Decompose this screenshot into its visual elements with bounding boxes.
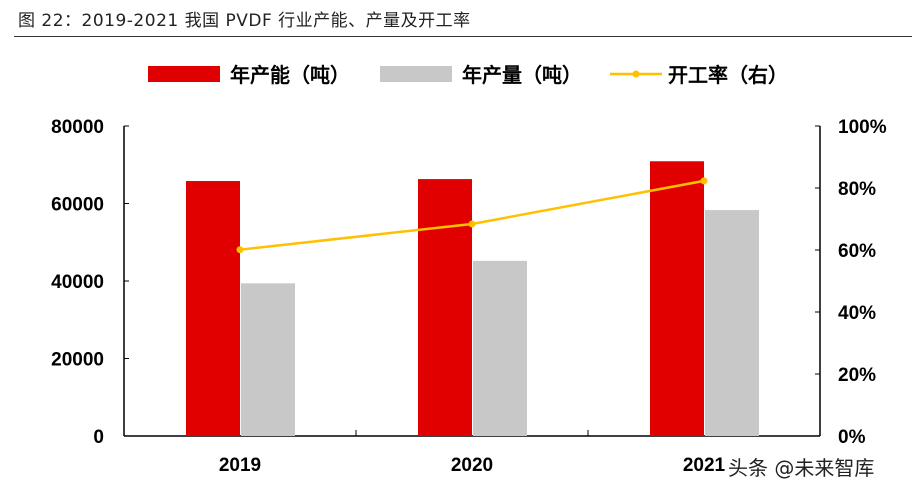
right-tick-label: 60% (838, 241, 876, 262)
utilization-point-2019 (236, 246, 244, 254)
legend-label: 年产量（吨） (462, 63, 582, 87)
right-tick-label: 80% (838, 179, 876, 200)
legend-label: 年产能（吨） (230, 63, 350, 87)
right-tick-label: 40% (838, 303, 876, 324)
bar-output-2019 (241, 283, 295, 436)
legend-swatch (148, 66, 220, 82)
bar-output-2020 (473, 260, 527, 436)
x-tick-label: 2020 (451, 455, 493, 476)
watermark: 头条 @未来智库 (728, 456, 875, 480)
utilization-point-2020 (468, 220, 476, 228)
right-tick-label: 100% (838, 117, 887, 138)
bar-output-2021 (705, 210, 759, 436)
legend-label: 开工率（右） (668, 63, 788, 87)
left-tick-label: 80000 (51, 117, 104, 138)
utilization-point-2021 (700, 177, 708, 185)
right-tick-label: 0% (838, 427, 866, 448)
bar-capacity-2020 (418, 179, 472, 436)
legend-marker (632, 70, 640, 78)
left-tick-label: 20000 (51, 350, 104, 371)
bar-capacity-2019 (186, 181, 240, 436)
left-tick-label: 0 (93, 427, 104, 448)
legend-swatch (380, 66, 452, 82)
left-tick-label: 40000 (51, 272, 104, 293)
title-rule (14, 36, 912, 37)
bar-capacity-2021 (650, 161, 704, 436)
x-tick-label: 2019 (219, 455, 261, 476)
left-tick-label: 60000 (51, 195, 104, 216)
figure-title: 图 22：2019-2021 我国 PVDF 行业产能、产量及开工率 (18, 11, 471, 31)
right-tick-label: 20% (838, 365, 876, 386)
x-tick-label: 2021 (683, 455, 726, 476)
